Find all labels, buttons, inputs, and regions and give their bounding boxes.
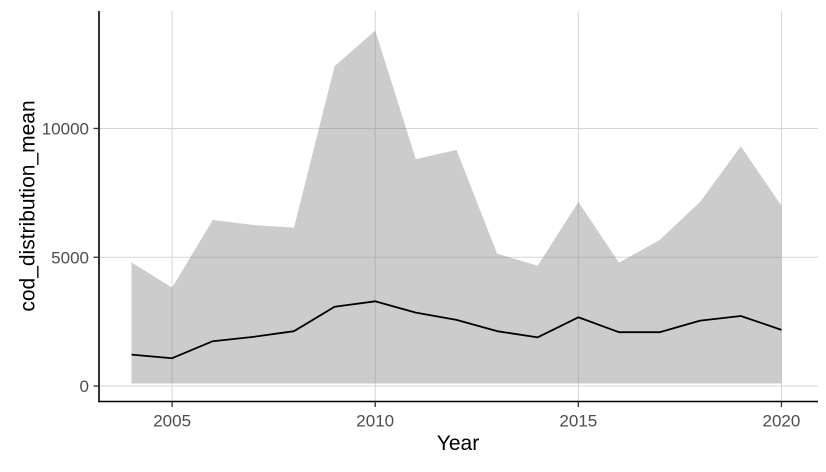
y-tick-label: 5000	[51, 248, 89, 267]
x-tick-label: 2015	[559, 412, 597, 431]
x-axis-title: Year	[436, 432, 480, 455]
y-axis-title: cod_distribution_mean	[16, 100, 40, 312]
x-tick-label: 2005	[153, 412, 191, 431]
y-tick-label: 0	[80, 377, 89, 396]
mean-line	[131, 300, 782, 360]
x-tick-label: 2020	[763, 412, 801, 431]
x-tick-label: 2010	[356, 412, 394, 431]
ribbon-band	[131, 30, 782, 384]
y-tick-label: 10000	[42, 119, 89, 138]
